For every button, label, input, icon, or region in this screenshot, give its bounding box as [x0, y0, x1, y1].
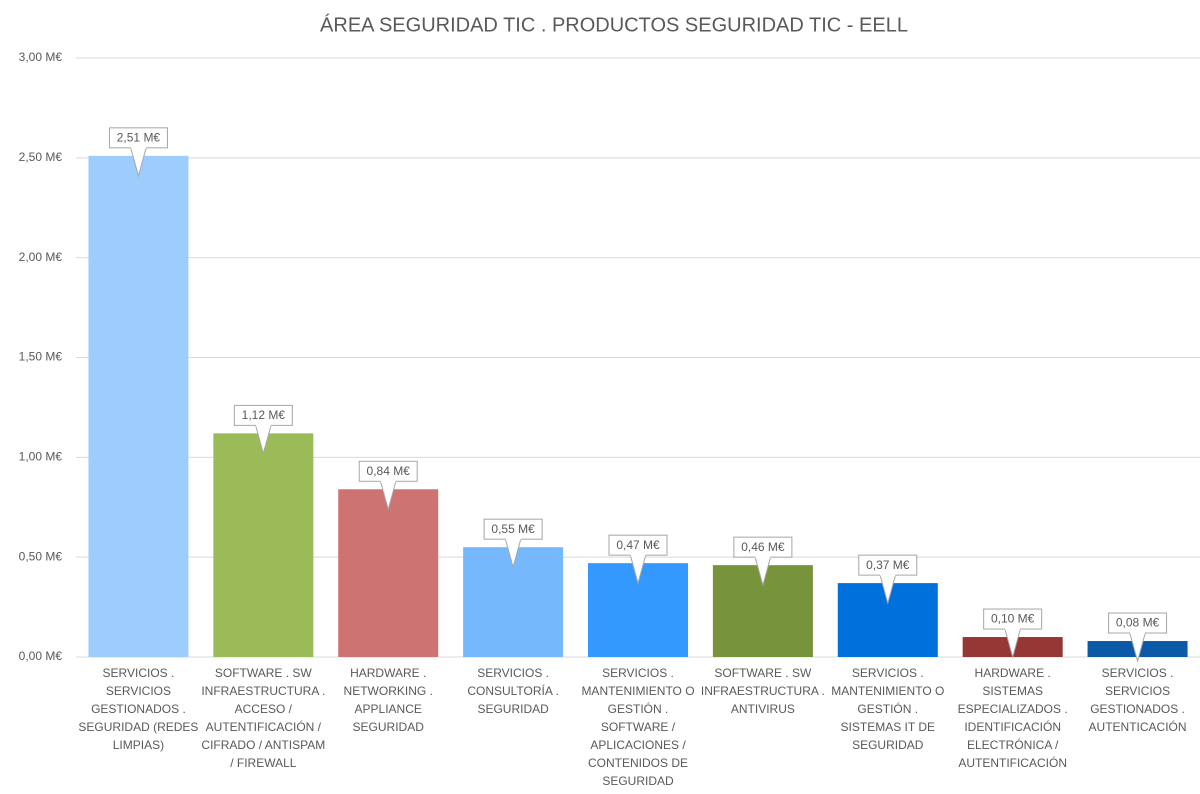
- x-tick-label: SERVICIOS . SERVICIOS GESTIONADOS . AUTE…: [1088, 666, 1187, 734]
- y-tick-label: 1,00 M€: [19, 450, 63, 464]
- callout-mask: [755, 555, 771, 559]
- x-tick-label: SERVICIOS . MANTENIMIENTO O GESTIÓN . SO…: [581, 666, 695, 788]
- data-label: 0,10 M€: [991, 612, 1035, 626]
- x-tick-label: SERVICIOS . CONSULTORÍA . SEGURIDAD: [467, 666, 559, 716]
- x-tick-label: SOFTWARE . SW INFRAESTRUCTURA . ANTIVIRU…: [700, 666, 825, 716]
- data-label: 0,37 M€: [866, 558, 910, 572]
- bar: [88, 155, 189, 657]
- callout-mask: [130, 145, 146, 149]
- x-tick-label: SOFTWARE . SW INFRAESTRUCTURA . ACCESO /…: [201, 666, 326, 770]
- y-tick-label: 0,50 M€: [19, 549, 63, 563]
- data-label: 0,84 M€: [367, 464, 411, 478]
- callout-mask: [505, 537, 521, 541]
- y-tick-label: 3,00 M€: [19, 50, 63, 64]
- x-tick-label: HARDWARE . SISTEMAS ESPECIALIZADOS . IDE…: [957, 666, 1068, 770]
- data-label: 0,08 M€: [1116, 616, 1160, 630]
- bar: [213, 433, 314, 657]
- callout-mask: [1130, 631, 1146, 635]
- callout-mask: [380, 479, 396, 483]
- data-label: 2,51 M€: [117, 131, 161, 145]
- x-tick-label: SERVICIOS . MANTENIMIENTO O GESTIÓN . SI…: [831, 666, 945, 752]
- data-label: 0,46 M€: [741, 540, 785, 554]
- callout-mask: [255, 423, 271, 427]
- chart-title: ÁREA SEGURIDAD TIC . PRODUCTOS SEGURIDAD…: [320, 13, 908, 36]
- data-label: 1,12 M€: [242, 408, 286, 422]
- y-tick-label: 1,50 M€: [19, 350, 63, 364]
- x-tick-label: HARDWARE . NETWORKING . APPLIANCE SEGURI…: [343, 666, 433, 734]
- data-label: 0,55 M€: [491, 522, 535, 536]
- x-tick-label: SERVICIOS . SERVICIOS GESTIONADOS . SEGU…: [78, 666, 199, 752]
- callout-mask: [880, 573, 896, 577]
- callout-mask: [630, 553, 646, 557]
- y-tick-label: 2,50 M€: [19, 150, 63, 164]
- bar: [338, 489, 439, 657]
- data-label: 0,47 M€: [616, 538, 660, 552]
- y-tick-label: 0,00 M€: [19, 649, 63, 663]
- callout-mask: [1005, 627, 1021, 631]
- y-tick-label: 2,00 M€: [19, 250, 63, 264]
